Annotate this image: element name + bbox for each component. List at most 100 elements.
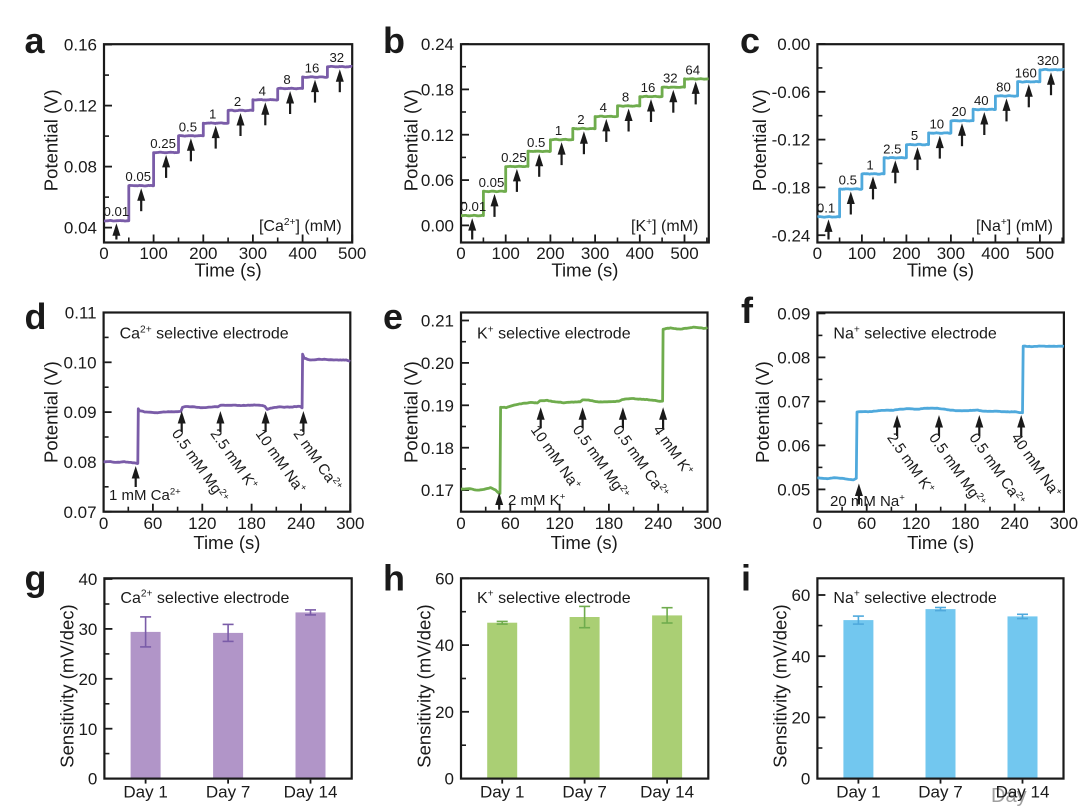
svg-text:Potential (V): Potential (V) — [749, 89, 770, 191]
svg-text:80: 80 — [996, 79, 1011, 94]
svg-text:0: 0 — [801, 770, 810, 789]
svg-text:0.16: 0.16 — [64, 36, 97, 55]
svg-text:200: 200 — [189, 244, 217, 263]
svg-text:Time (s): Time (s) — [907, 260, 974, 281]
svg-text:40: 40 — [791, 647, 810, 666]
svg-text:Time (s): Time (s) — [193, 532, 260, 553]
svg-text:300: 300 — [937, 244, 965, 263]
svg-text:120: 120 — [902, 514, 930, 533]
svg-text:20: 20 — [435, 703, 454, 722]
svg-text:i: i — [741, 558, 751, 599]
svg-text:0.05: 0.05 — [777, 481, 810, 500]
svg-text:0.07: 0.07 — [777, 393, 810, 412]
svg-text:240: 240 — [644, 514, 672, 533]
svg-text:0.07: 0.07 — [64, 503, 97, 522]
svg-text:Potential (V): Potential (V) — [41, 89, 62, 191]
svg-text:300: 300 — [693, 514, 721, 533]
svg-text:1 mM Ca2+: 1 mM Ca2+ — [109, 486, 181, 504]
svg-text:160: 160 — [1015, 65, 1037, 80]
svg-text:-0.24: -0.24 — [772, 226, 811, 245]
svg-text:Sensitivity (mV/dec): Sensitivity (mV/dec) — [770, 604, 791, 767]
svg-text:Day 7: Day 7 — [206, 783, 250, 802]
svg-text:Sensitivity (mV/dec): Sensitivity (mV/dec) — [414, 604, 435, 767]
svg-text:Potential (V): Potential (V) — [401, 89, 422, 191]
svg-text:Ca2+ selective electrode: Ca2+ selective electrode — [120, 324, 289, 342]
svg-text:20 mM Na+: 20 mM Na+ — [830, 492, 905, 510]
svg-text:0.01: 0.01 — [104, 204, 130, 219]
svg-text:2 mM K+: 2 mM K+ — [508, 491, 566, 509]
svg-text:2: 2 — [234, 94, 241, 109]
svg-text:10: 10 — [929, 117, 944, 132]
svg-text:Na+ selective electrode: Na+ selective electrode — [833, 324, 996, 342]
svg-text:0.20: 0.20 — [421, 354, 454, 373]
svg-text:40: 40 — [974, 93, 989, 108]
svg-text:60: 60 — [501, 514, 520, 533]
svg-text:a: a — [25, 20, 46, 61]
svg-text:0.18: 0.18 — [421, 439, 454, 458]
svg-text:60: 60 — [143, 514, 162, 533]
svg-text:Day 1: Day 1 — [480, 783, 524, 802]
svg-text:60: 60 — [791, 586, 810, 605]
svg-text:0: 0 — [88, 770, 97, 789]
svg-text:0.09: 0.09 — [64, 403, 97, 422]
svg-text:[Ca2+] (mM): [Ca2+] (mM) — [259, 217, 342, 235]
svg-text:100: 100 — [848, 244, 876, 263]
svg-text:4: 4 — [600, 100, 607, 115]
svg-text:Day 14: Day 14 — [640, 783, 694, 802]
svg-text:0.5: 0.5 — [839, 173, 857, 188]
svg-text:2: 2 — [577, 112, 584, 127]
svg-text:Day 1: Day 1 — [836, 783, 880, 802]
svg-text:500: 500 — [1026, 244, 1054, 263]
svg-text:32: 32 — [663, 71, 678, 86]
svg-text:300: 300 — [1050, 514, 1078, 533]
svg-text:0.00: 0.00 — [777, 35, 810, 54]
svg-text:K+ selective electrode: K+ selective electrode — [477, 589, 631, 607]
svg-text:20: 20 — [78, 670, 97, 689]
svg-text:300: 300 — [581, 244, 609, 263]
svg-text:1: 1 — [555, 123, 562, 138]
svg-text:Time (s): Time (s) — [195, 260, 262, 281]
svg-text:c: c — [740, 20, 760, 61]
svg-text:0.5: 0.5 — [179, 119, 197, 134]
svg-text:120: 120 — [188, 514, 216, 533]
svg-text:Potential (V): Potential (V) — [401, 361, 422, 463]
svg-text:16: 16 — [641, 80, 656, 95]
svg-text:Ca2+ selective electrode: Ca2+ selective electrode — [120, 589, 289, 607]
svg-text:100: 100 — [139, 244, 167, 263]
svg-text:400: 400 — [626, 244, 654, 263]
svg-text:400: 400 — [288, 244, 316, 263]
svg-text:8: 8 — [283, 72, 290, 87]
svg-text:20: 20 — [952, 104, 967, 119]
svg-text:-0.12: -0.12 — [772, 131, 811, 150]
svg-text:500: 500 — [670, 244, 698, 263]
svg-text:1: 1 — [209, 107, 216, 122]
svg-text:h: h — [383, 558, 405, 599]
svg-text:180: 180 — [595, 514, 623, 533]
svg-text:0: 0 — [456, 514, 465, 533]
svg-text:8: 8 — [622, 90, 629, 105]
svg-text:0.25: 0.25 — [150, 136, 176, 151]
svg-text:200: 200 — [536, 244, 564, 263]
svg-text:Day: Day — [991, 785, 1027, 807]
svg-text:-0.18: -0.18 — [772, 179, 811, 198]
svg-text:0.12: 0.12 — [421, 126, 454, 145]
svg-text:300: 300 — [336, 514, 364, 533]
svg-text:1: 1 — [866, 157, 873, 172]
svg-text:Time (s): Time (s) — [551, 532, 618, 553]
svg-text:0.10: 0.10 — [64, 353, 97, 372]
svg-text:0.08: 0.08 — [777, 349, 810, 368]
svg-text:32: 32 — [329, 50, 344, 65]
svg-text:320: 320 — [1037, 53, 1059, 68]
svg-text:180: 180 — [237, 514, 265, 533]
svg-text:g: g — [25, 558, 47, 599]
svg-text:Day 14: Day 14 — [284, 783, 338, 802]
svg-text:Day 7: Day 7 — [562, 783, 606, 802]
svg-text:0.5: 0.5 — [527, 135, 545, 150]
svg-text:2.5: 2.5 — [883, 141, 901, 156]
svg-text:0.01: 0.01 — [461, 199, 487, 214]
svg-text:0.06: 0.06 — [777, 437, 810, 456]
svg-text:0: 0 — [99, 514, 108, 533]
svg-text:60: 60 — [857, 514, 876, 533]
svg-text:-0.06: -0.06 — [772, 83, 811, 102]
svg-text:Time (s): Time (s) — [551, 260, 618, 281]
